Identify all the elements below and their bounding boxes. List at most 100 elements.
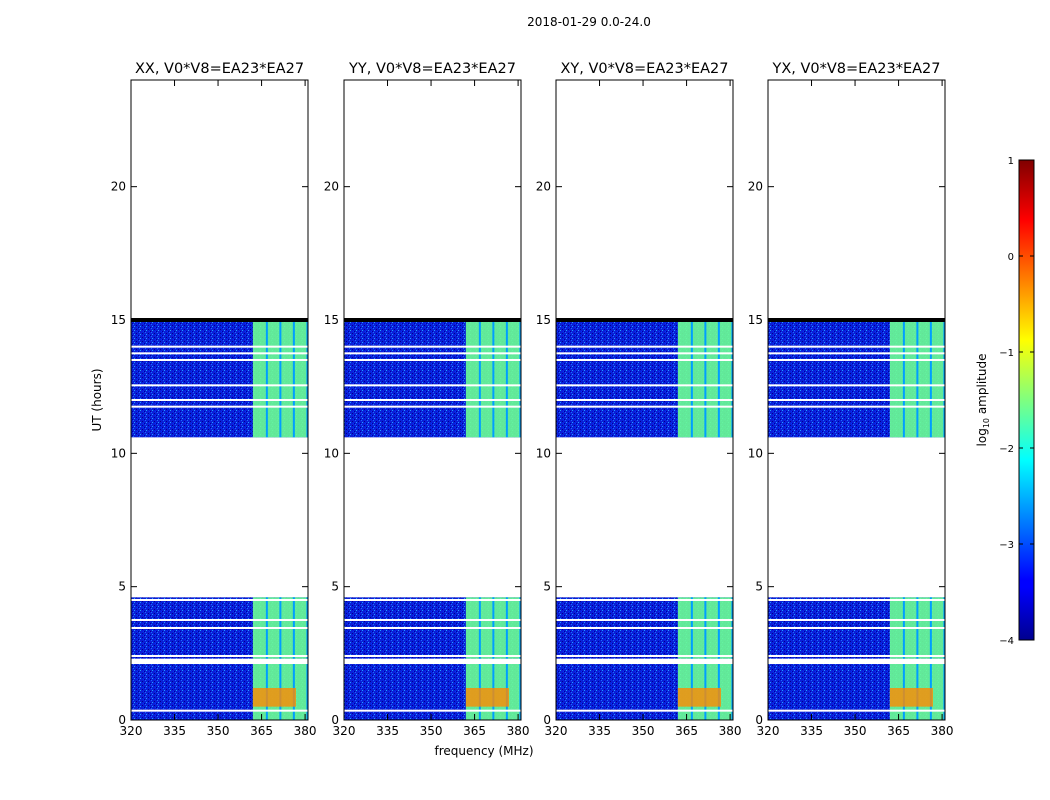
x-tick-label: 365 [887, 724, 910, 738]
x-tick-label: 365 [675, 724, 698, 738]
y-tick-label: 10 [111, 446, 126, 460]
flagged-gap [131, 405, 308, 408]
flagged-gap [768, 352, 945, 355]
band-stripe [478, 320, 481, 438]
flagged-gap [556, 359, 733, 361]
flagged-gap [131, 352, 308, 355]
flagged-gap [131, 619, 308, 621]
flagged-gap [344, 384, 521, 387]
plot-frame [343, 79, 522, 721]
band-stripe [265, 320, 268, 438]
x-tick-label: 380 [931, 724, 954, 738]
flagged-gap [768, 359, 945, 361]
y-tick-label: 20 [324, 180, 339, 194]
y-tick-label: 0 [755, 713, 763, 727]
y-tick-label: 20 [111, 180, 126, 194]
colorbar-tick-label: −3 [999, 540, 1014, 551]
flagged-gap [768, 599, 945, 601]
panel-yy: YY, V0*V8=EA23*EA27 320 335 350 365 380 0 5 10 15… [324, 61, 530, 738]
y-tick-label: 5 [755, 580, 763, 594]
colorbar-ticks: −4 −3 −2 −1 0 1 [999, 156, 1034, 647]
x-tick-label: 320 [333, 724, 356, 738]
colorbar-tick-label: −2 [999, 444, 1014, 455]
x-tick-label: 320 [120, 724, 143, 738]
flagged-gap [344, 619, 521, 621]
y-tick-label: 5 [543, 580, 551, 594]
band-stripe [943, 664, 946, 720]
x-tick-label: 365 [250, 724, 273, 738]
flagged-gap [131, 627, 308, 629]
band-stripe [943, 320, 946, 438]
y-tick-label: 15 [536, 313, 551, 327]
flagged-gap [131, 655, 308, 657]
band-stripe [519, 664, 522, 720]
flagged-gap [768, 384, 945, 387]
y-tick-label: 5 [118, 580, 126, 594]
panel-xy: XY, V0*V8=EA23*EA27 320 335 350 365 380 0 5 10 15… [536, 61, 742, 738]
band-stripe [519, 320, 522, 438]
plot-frame [130, 79, 309, 721]
flagged-gap [768, 709, 945, 712]
y-tick-label: 10 [324, 446, 339, 460]
x-tick-label: 320 [545, 724, 568, 738]
band-stripe [306, 320, 309, 438]
band-stripe [717, 320, 720, 438]
flagged-gap [131, 709, 308, 712]
y-axis-label: UT (hours) [90, 368, 104, 431]
band-stripe [292, 320, 295, 438]
x-tick-label: 350 [420, 724, 443, 738]
flagged-gap [768, 619, 945, 621]
x-tick-label: 365 [463, 724, 486, 738]
colorbar-tick-label: 0 [1008, 252, 1014, 263]
band-stripe [492, 320, 495, 438]
hot-region [677, 688, 721, 707]
flagged-gap [131, 345, 308, 348]
x-tick-label: 350 [844, 724, 867, 738]
flagged-gap [344, 345, 521, 348]
x-tick-label: 350 [632, 724, 655, 738]
flagged-gap [131, 599, 308, 601]
flagged-gap [556, 352, 733, 355]
colorbar-label: log10 amplitude [975, 354, 991, 447]
flagged-gap [556, 709, 733, 712]
flagged-gap [344, 599, 521, 601]
flagged-gap [131, 359, 308, 361]
panel-title: XX, V0*V8=EA23*EA27 [135, 61, 304, 77]
panel-title: YX, V0*V8=EA23*EA27 [771, 61, 940, 77]
y-tick-label: 20 [748, 180, 763, 194]
figure-title: 2018-01-29 0.0-24.0 [527, 15, 651, 29]
panel-xx: XX, V0*V8=EA23*EA27 320 335 350 365 380 0 5 10 15… [111, 61, 317, 738]
colorbar-gradient [1018, 159, 1035, 641]
flagged-gap [768, 345, 945, 348]
flagged-gap [768, 399, 945, 401]
x-tick-label: 380 [719, 724, 742, 738]
flagged-gap [131, 384, 308, 387]
y-tick-label: 20 [536, 180, 551, 194]
flagged-gap [344, 359, 521, 361]
x-tick-label: 335 [163, 724, 186, 738]
flagged-gap [556, 627, 733, 629]
y-tick-label: 10 [536, 446, 551, 460]
band-stripe [505, 320, 508, 438]
band-stripe [704, 320, 707, 438]
flagged-gap [556, 405, 733, 408]
x-tick-label: 380 [294, 724, 317, 738]
flagged-gap [556, 399, 733, 401]
flagged-gap [344, 399, 521, 401]
x-tick-label: 380 [507, 724, 530, 738]
hot-region [465, 688, 509, 707]
x-tick-label: 335 [376, 724, 399, 738]
hot-region [252, 688, 296, 707]
colorbar-tick-label: −1 [999, 348, 1014, 359]
y-tick-label: 15 [748, 313, 763, 327]
band-stripe [929, 320, 932, 438]
x-tick-label: 320 [757, 724, 780, 738]
panel-title: XY, V0*V8=EA23*EA27 [560, 61, 728, 77]
y-tick-label: 0 [118, 713, 126, 727]
hot-region [889, 688, 933, 707]
flagged-gap [768, 627, 945, 629]
band-stripe [279, 320, 282, 438]
colorbar-tick-label: 1 [1008, 156, 1014, 167]
flagged-gap [344, 627, 521, 629]
